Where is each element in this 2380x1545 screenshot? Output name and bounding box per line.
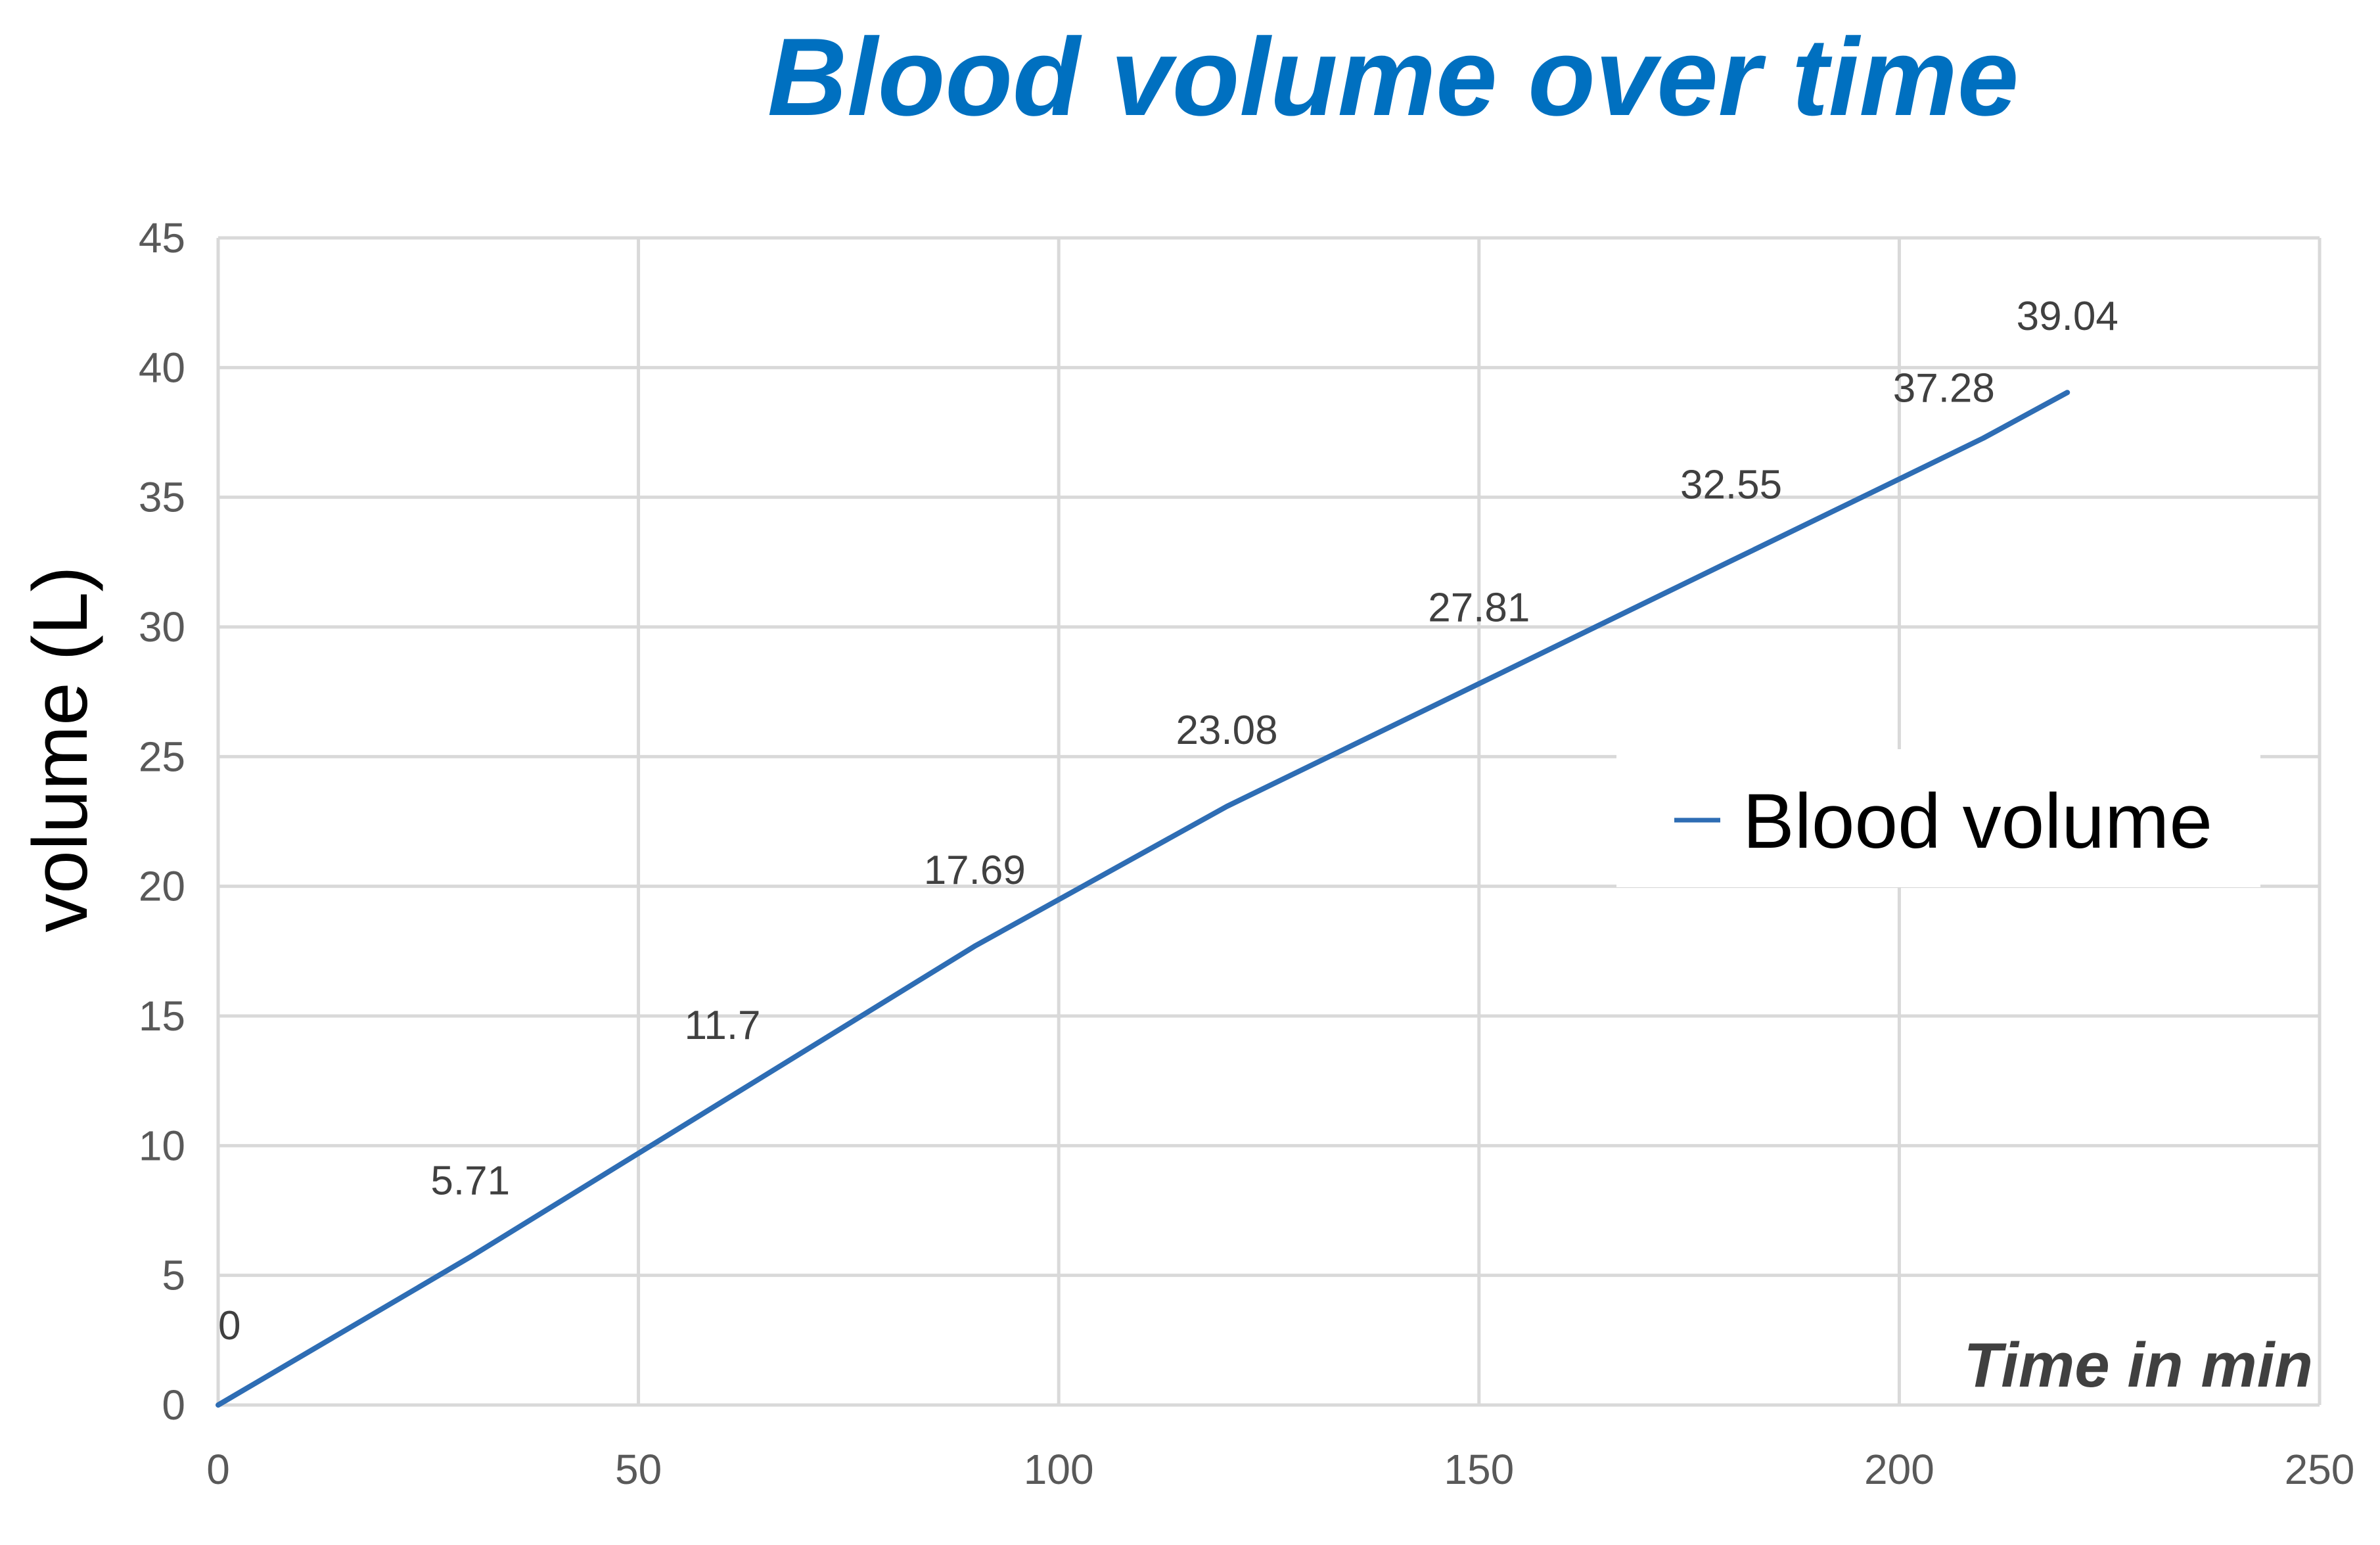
y-tick-label: 15 <box>139 992 185 1040</box>
y-tick-label: 5 <box>162 1252 185 1299</box>
x-tick-label: 50 <box>615 1446 662 1493</box>
y-tick-label: 30 <box>139 603 185 651</box>
y-tick-label: 10 <box>139 1122 185 1169</box>
y-tick-label: 40 <box>139 344 185 391</box>
data-label: 39.04 <box>2017 294 2118 339</box>
data-label: 27.81 <box>1428 585 1530 630</box>
y-axis-ticks: 0 5 10 15 20 25 30 35 40 45 <box>139 214 185 1429</box>
chart-title: Blood volume over time <box>767 15 2019 139</box>
data-label: 5.71 <box>430 1159 510 1204</box>
x-tick-label: 100 <box>1024 1446 1094 1493</box>
x-axis-ticks: 0 50 100 150 200 250 <box>206 1446 2354 1493</box>
x-tick-label: 200 <box>1864 1446 1934 1493</box>
data-label: 37.28 <box>1893 366 1995 411</box>
data-label: 11.7 <box>684 1003 760 1048</box>
data-label: 17.69 <box>924 848 1026 893</box>
data-label: 0 <box>218 1303 240 1349</box>
data-label: 32.55 <box>1680 462 1782 507</box>
y-tick-label: 35 <box>139 474 185 521</box>
data-label: 23.08 <box>1176 708 1277 753</box>
y-tick-label: 25 <box>139 733 185 780</box>
legend-label-blood-volume: Blood volume <box>1743 778 2212 865</box>
series-line-blood-volume <box>218 392 2067 1405</box>
x-tick-label: 0 <box>206 1446 230 1493</box>
x-axis-label: Time in min <box>1963 1330 2313 1400</box>
x-tick-label: 250 <box>2285 1446 2355 1493</box>
x-tick-label: 150 <box>1444 1446 1514 1493</box>
y-axis-label: volume (L) <box>17 566 104 932</box>
legend: Blood volume <box>1616 749 2260 887</box>
series-layer <box>218 392 2067 1405</box>
y-tick-label: 0 <box>162 1381 185 1429</box>
y-tick-label: 45 <box>139 214 185 262</box>
y-tick-label: 20 <box>139 863 185 910</box>
